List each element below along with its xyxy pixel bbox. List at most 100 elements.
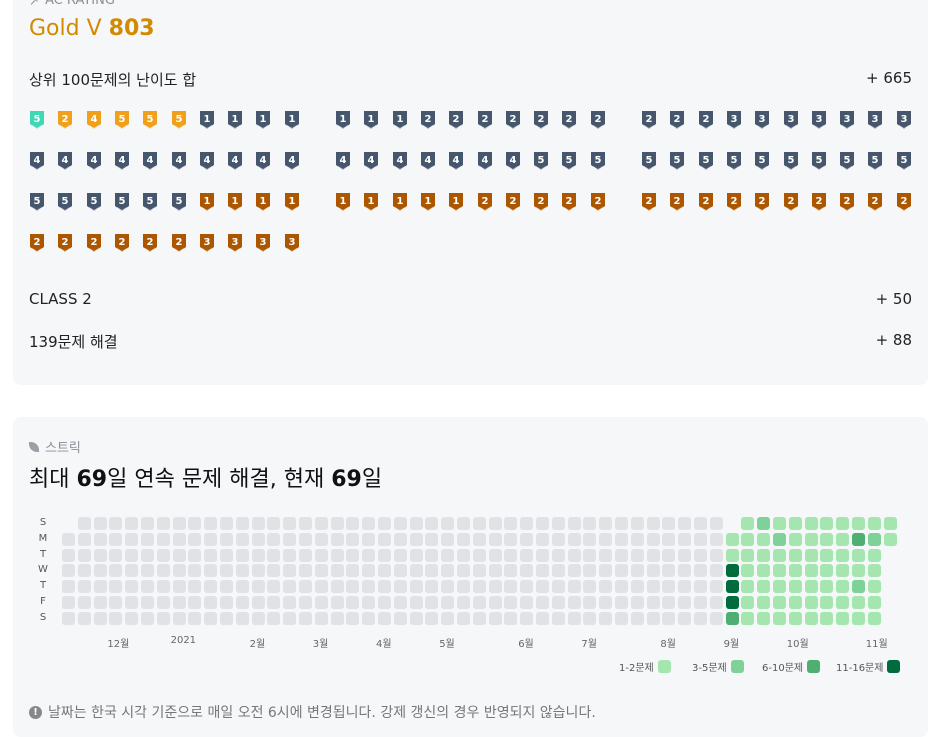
streak-cell[interactable] bbox=[504, 517, 518, 530]
streak-cell[interactable] bbox=[220, 596, 233, 609]
streak-cell[interactable] bbox=[883, 532, 897, 546]
streak-cell[interactable] bbox=[235, 611, 249, 625]
streak-cell[interactable] bbox=[362, 611, 376, 625]
streak-cell[interactable] bbox=[804, 596, 818, 609]
streak-cell[interactable] bbox=[378, 532, 391, 546]
streak-cell[interactable] bbox=[93, 580, 107, 594]
streak-cell[interactable] bbox=[346, 548, 360, 562]
streak-cell[interactable] bbox=[77, 611, 91, 625]
streak-cell[interactable] bbox=[188, 548, 202, 562]
streak-cell[interactable] bbox=[852, 564, 865, 578]
streak-cell[interactable] bbox=[346, 611, 360, 625]
streak-cell[interactable] bbox=[599, 611, 613, 625]
streak-cell[interactable] bbox=[425, 548, 439, 562]
streak-cell[interactable] bbox=[172, 580, 186, 594]
streak-cell[interactable] bbox=[757, 596, 771, 609]
streak-cell[interactable] bbox=[330, 611, 344, 625]
streak-cell[interactable] bbox=[867, 596, 881, 609]
streak-cell[interactable] bbox=[615, 532, 628, 546]
streak-cell[interactable] bbox=[630, 564, 644, 578]
streak-cell[interactable] bbox=[630, 611, 644, 625]
streak-cell[interactable] bbox=[204, 580, 218, 594]
streak-cell[interactable] bbox=[536, 548, 549, 562]
streak-cell[interactable] bbox=[409, 548, 423, 562]
streak-cell[interactable] bbox=[488, 517, 502, 530]
streak-cell[interactable] bbox=[409, 580, 423, 594]
streak-cell[interactable] bbox=[362, 580, 376, 594]
streak-cell[interactable] bbox=[172, 548, 186, 562]
streak-cell[interactable] bbox=[251, 548, 265, 562]
streak-cell[interactable] bbox=[867, 611, 881, 625]
streak-cell[interactable] bbox=[725, 611, 739, 625]
streak-cell[interactable] bbox=[852, 517, 865, 530]
streak-cell[interactable] bbox=[393, 611, 407, 625]
streak-cell[interactable] bbox=[804, 517, 818, 530]
streak-cell[interactable] bbox=[678, 580, 692, 594]
streak-cell[interactable] bbox=[804, 611, 818, 625]
streak-cell[interactable] bbox=[220, 611, 233, 625]
streak-cell[interactable] bbox=[93, 548, 107, 562]
streak-cell[interactable] bbox=[393, 596, 407, 609]
streak-cell[interactable] bbox=[678, 611, 692, 625]
streak-cell[interactable] bbox=[457, 596, 470, 609]
streak-cell[interactable] bbox=[346, 517, 360, 530]
streak-cell[interactable] bbox=[378, 611, 391, 625]
streak-cell[interactable] bbox=[109, 611, 123, 625]
streak-cell[interactable] bbox=[378, 580, 391, 594]
streak-cell[interactable] bbox=[788, 564, 802, 578]
streak-cell[interactable] bbox=[662, 596, 676, 609]
streak-cell[interactable] bbox=[725, 532, 739, 546]
streak-cell[interactable] bbox=[725, 564, 739, 578]
streak-cell[interactable] bbox=[346, 564, 360, 578]
streak-cell[interactable] bbox=[536, 611, 549, 625]
streak-cell[interactable] bbox=[567, 517, 581, 530]
streak-cell[interactable] bbox=[536, 596, 549, 609]
streak-cell[interactable] bbox=[709, 611, 723, 625]
streak-cell[interactable] bbox=[330, 564, 344, 578]
streak-cell[interactable] bbox=[156, 580, 170, 594]
streak-cell[interactable] bbox=[267, 532, 281, 546]
streak-cell[interactable] bbox=[472, 532, 486, 546]
streak-cell[interactable] bbox=[109, 564, 123, 578]
streak-cell[interactable] bbox=[283, 580, 297, 594]
streak-cell[interactable] bbox=[694, 611, 707, 625]
streak-cell[interactable] bbox=[314, 580, 328, 594]
streak-cell[interactable] bbox=[393, 564, 407, 578]
streak-cell[interactable] bbox=[267, 517, 281, 530]
streak-cell[interactable] bbox=[883, 517, 897, 530]
streak-cell[interactable] bbox=[694, 548, 707, 562]
streak-cell[interactable] bbox=[283, 596, 297, 609]
streak-cell[interactable] bbox=[441, 580, 455, 594]
streak-cell[interactable] bbox=[551, 532, 565, 546]
streak-cell[interactable] bbox=[188, 580, 202, 594]
streak-cell[interactable] bbox=[314, 532, 328, 546]
streak-cell[interactable] bbox=[409, 532, 423, 546]
streak-cell[interactable] bbox=[362, 596, 376, 609]
streak-cell[interactable] bbox=[172, 564, 186, 578]
streak-cell[interactable] bbox=[678, 532, 692, 546]
streak-cell[interactable] bbox=[694, 517, 707, 530]
streak-cell[interactable] bbox=[299, 548, 312, 562]
streak-cell[interactable] bbox=[804, 564, 818, 578]
streak-cell[interactable] bbox=[409, 564, 423, 578]
streak-cell[interactable] bbox=[188, 564, 202, 578]
streak-cell[interactable] bbox=[172, 611, 186, 625]
streak-cell[interactable] bbox=[662, 564, 676, 578]
streak-cell[interactable] bbox=[836, 611, 850, 625]
streak-cell[interactable] bbox=[457, 532, 470, 546]
streak-cell[interactable] bbox=[409, 596, 423, 609]
streak-cell[interactable] bbox=[425, 580, 439, 594]
streak-cell[interactable] bbox=[615, 564, 628, 578]
streak-cell[interactable] bbox=[488, 564, 502, 578]
streak-cell[interactable] bbox=[867, 564, 881, 578]
streak-cell[interactable] bbox=[156, 517, 170, 530]
streak-cell[interactable] bbox=[567, 580, 581, 594]
streak-cell[interactable] bbox=[62, 548, 75, 562]
streak-cell[interactable] bbox=[709, 532, 723, 546]
streak-cell[interactable] bbox=[425, 596, 439, 609]
streak-cell[interactable] bbox=[362, 532, 376, 546]
streak-cell[interactable] bbox=[93, 596, 107, 609]
streak-cell[interactable] bbox=[725, 580, 739, 594]
streak-cell[interactable] bbox=[662, 611, 676, 625]
streak-cell[interactable] bbox=[378, 596, 391, 609]
